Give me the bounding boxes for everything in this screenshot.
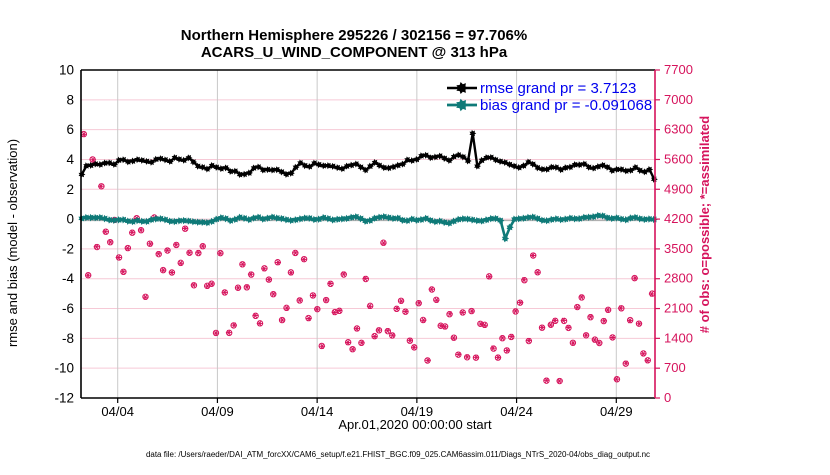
svg-text:4900: 4900 xyxy=(664,181,693,196)
svg-text:-8: -8 xyxy=(62,331,74,346)
svg-text:-4: -4 xyxy=(62,271,74,286)
svg-text:-2: -2 xyxy=(62,241,74,256)
svg-text:6300: 6300 xyxy=(664,122,693,137)
svg-text:700: 700 xyxy=(664,360,686,375)
svg-text:0: 0 xyxy=(664,390,671,405)
svg-text:6: 6 xyxy=(66,122,74,137)
svg-text:7000: 7000 xyxy=(664,92,693,107)
svg-text:0: 0 xyxy=(66,212,74,227)
svg-text:1400: 1400 xyxy=(664,330,693,345)
svg-text:7700: 7700 xyxy=(664,62,693,77)
svg-text:-6: -6 xyxy=(62,301,74,316)
svg-text:2: 2 xyxy=(66,182,74,197)
svg-text:-12: -12 xyxy=(54,391,74,406)
svg-text:-10: -10 xyxy=(54,361,74,376)
svg-text:3500: 3500 xyxy=(664,241,693,256)
svg-text:8: 8 xyxy=(66,92,74,107)
svg-text:2800: 2800 xyxy=(664,271,693,286)
svg-text:2100: 2100 xyxy=(664,301,693,316)
svg-text:4200: 4200 xyxy=(664,211,693,226)
svg-text:4: 4 xyxy=(66,152,74,167)
svg-text:10: 10 xyxy=(59,63,74,78)
svg-text:5600: 5600 xyxy=(664,151,693,166)
